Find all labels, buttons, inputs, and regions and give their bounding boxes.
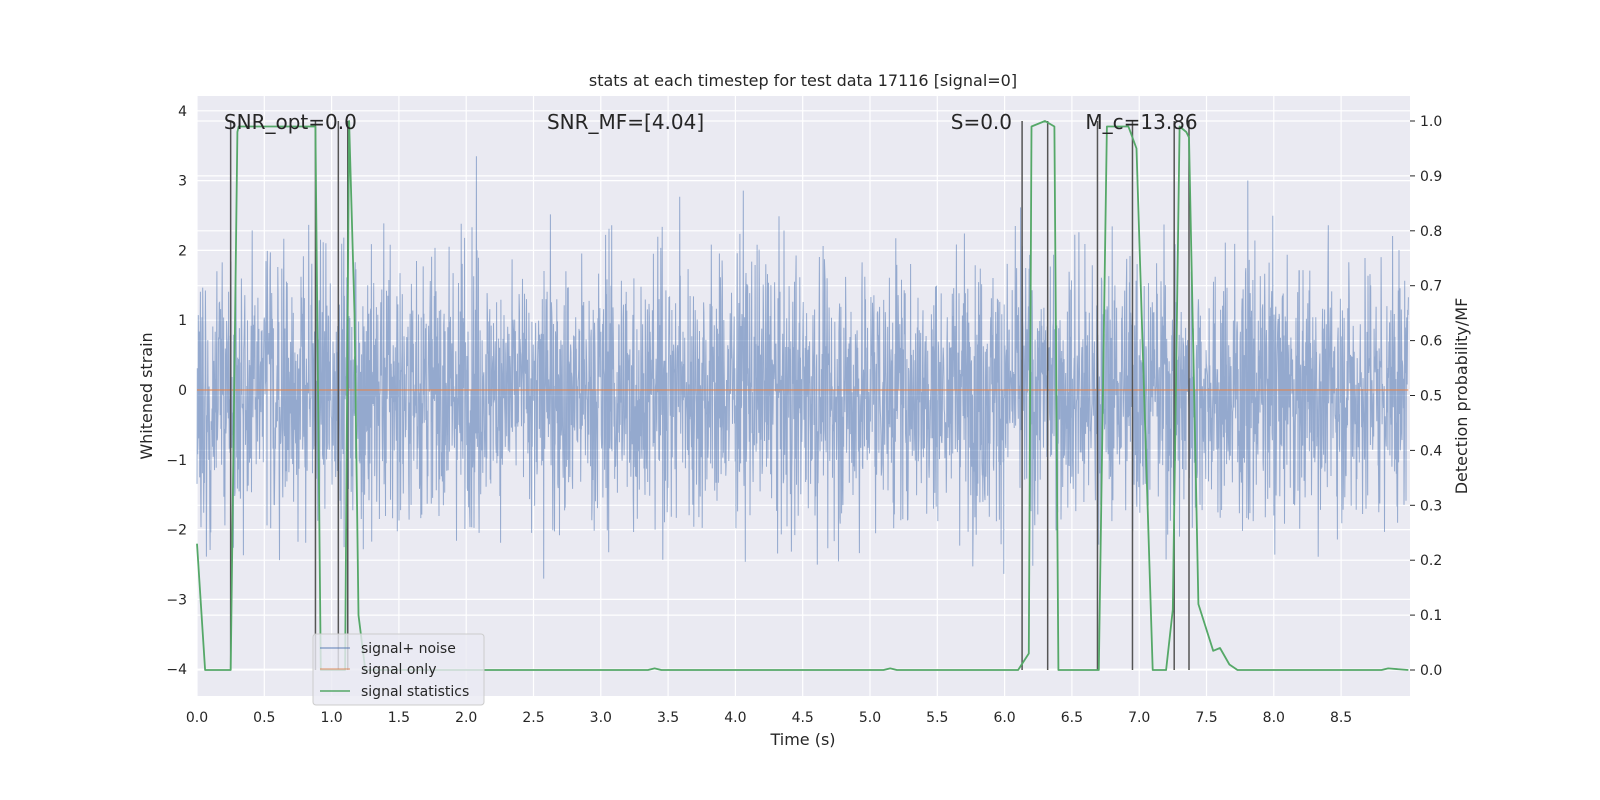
x-tick-label: 7.0 [1128,710,1150,726]
y-tick-label: 3 [178,174,187,190]
x-tick-label: 6.5 [1061,710,1083,726]
x-tick-label: 8.5 [1330,710,1352,726]
annotation-chirp-mass: M_c=13.86 [1085,110,1197,134]
x-tick-label: 5.5 [926,710,948,726]
y-tick-label: −4 [166,662,187,678]
y2-tick-labels: 0.0 0.1 0.2 0.3 0.4 0.5 0.6 0.7 0.8 0.9 1.0 [1410,114,1442,679]
annotations: SNR_opt=0.0 SNR_MF=[4.04] S=0.0 M_c=13.86 [224,110,1198,134]
y2-tick-label: 0.2 [1420,553,1442,569]
signal-noise-series [196,156,1409,579]
y2-tick-label: 0.8 [1420,224,1442,240]
y2-tick-label: 0.3 [1420,498,1442,514]
x-axis-label: Time (s) [769,730,835,749]
x-tick-label: 3.5 [657,710,679,726]
x-tick-label: 1.5 [388,710,410,726]
x-tick-label: 4.5 [792,710,814,726]
legend: signal+ noise signal only signal statist… [312,633,485,706]
y-tick-label: 4 [178,104,187,120]
x-tick-label: 0.0 [186,710,208,726]
y-axis-label: Whitened strain [137,332,156,459]
y-tick-label: 2 [178,243,187,259]
x-tick-label: 3.0 [590,710,612,726]
annotation-snr-mf: SNR_MF=[4.04] [547,110,704,134]
y2-tick-label: 0.0 [1420,663,1442,679]
x-tick-label: 7.5 [1195,710,1217,726]
legend-box [312,633,485,706]
y-tick-label: 1 [178,313,187,329]
y2-tick-label: 0.4 [1420,443,1442,459]
annotation-s-value: S=0.0 [951,110,1012,134]
vertical-markers [229,121,1190,670]
y-tick-label: −3 [166,592,187,608]
x-tick-labels: 0.0 0.5 1.0 1.5 2.0 2.5 3.0 3.5 4.0 4.5 5.0 5.5 6.0 6… [186,710,1352,726]
y2-axis-label: Detection probability/MF [1452,298,1471,495]
y2-tick-label: 0.1 [1420,608,1442,624]
legend-label-noise: signal+ noise [361,641,456,657]
y2-tick-label: 0.9 [1420,169,1442,185]
y-tick-labels: −4 −3 −2 −1 0 1 2 3 4 [166,104,187,678]
y2-tick-label: 0.6 [1420,334,1442,350]
y-tick-label: −1 [166,453,187,469]
y2-tick-label: 1.0 [1420,114,1442,130]
x-tick-label: 4.0 [724,710,746,726]
legend-label-signal: signal only [361,662,436,678]
chart-title: stats at each timestep for test data 171… [589,71,1017,90]
legend-label-stats: signal statistics [361,684,469,700]
x-tick-label: 0.5 [253,710,275,726]
annotation-snr-opt: SNR_opt=0.0 [224,110,357,134]
noise-line [196,156,1409,579]
y-tick-label: −2 [166,523,187,539]
y2-tick-label: 0.5 [1420,389,1442,405]
x-tick-label: 6.0 [993,710,1015,726]
x-tick-label: 1.0 [320,710,342,726]
y2-tick-label: 0.7 [1420,279,1442,295]
x-tick-label: 8.0 [1263,710,1285,726]
x-tick-label: 2.0 [455,710,477,726]
x-tick-label: 2.5 [522,710,544,726]
x-tick-label: 5.0 [859,710,881,726]
y-tick-label: 0 [178,383,187,399]
